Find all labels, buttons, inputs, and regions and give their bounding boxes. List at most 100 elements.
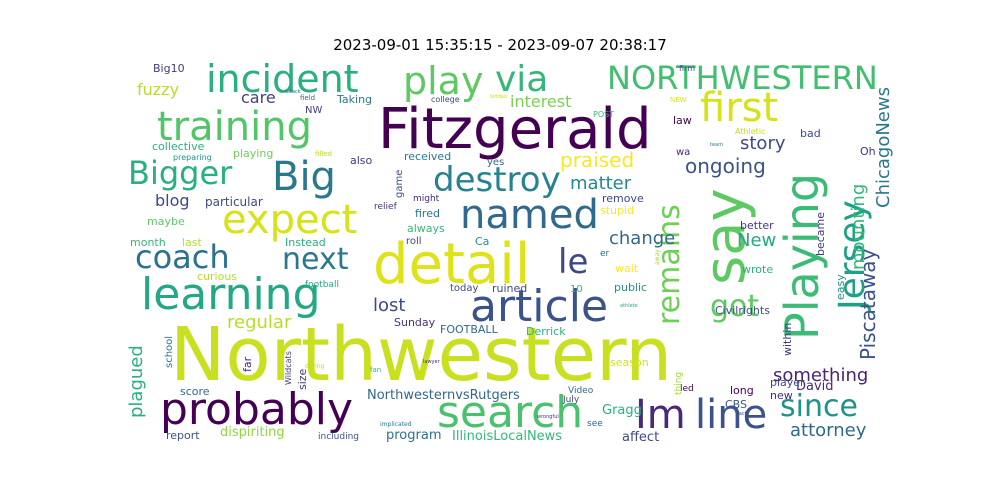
cloud-word: roll [406, 236, 422, 247]
cloud-word: NEW [670, 96, 687, 104]
cloud-word: score [180, 385, 210, 398]
cloud-word: change [609, 228, 676, 249]
cloud-word: led [680, 384, 694, 394]
cloud-word: ruined [492, 282, 528, 295]
cloud-word: interest [510, 92, 572, 111]
cloud-word: NW [305, 105, 323, 116]
cloud-word: new [770, 389, 793, 402]
cloud-word: team [710, 142, 723, 148]
cloud-word: wrote [742, 263, 774, 276]
cloud-word: lawyer [423, 359, 440, 365]
cloud-word: fact [737, 411, 747, 417]
cloud-word: play [403, 60, 484, 103]
cloud-word: month [130, 236, 166, 249]
cloud-word: wrongful [537, 414, 559, 420]
cloud-word: public [614, 281, 648, 294]
cloud-word: college [431, 95, 460, 104]
cloud-word: game [394, 169, 405, 198]
cloud-word: Playing [775, 172, 829, 340]
cloud-word: ChicagoNews [873, 87, 894, 208]
cloud-word: NORTHWESTERN [607, 60, 878, 97]
cloud-word: probably [160, 384, 354, 435]
cloud-word: today [450, 283, 479, 294]
cloud-word: away [654, 249, 661, 265]
cloud-word: collective [152, 140, 205, 153]
cloud-word: search [437, 387, 584, 438]
cloud-word: preparing [173, 153, 212, 162]
cloud-word: Bigger [128, 154, 233, 192]
cloud-word: Derrick [526, 325, 566, 338]
cloud-word: Big [272, 154, 336, 200]
cloud-word: Video [568, 386, 594, 396]
cloud-word: Wildcats [284, 351, 293, 385]
cloud-word: wait [615, 262, 639, 275]
cloud-word: fan [370, 366, 382, 374]
cloud-word: plagued [126, 345, 147, 418]
cloud-word: fuzzy [137, 80, 180, 99]
cloud-word: Northwestern [170, 312, 673, 398]
cloud-word: also [350, 154, 373, 167]
cloud-word: maybe [147, 215, 185, 228]
cloud-word: hidden [490, 94, 508, 100]
cloud-word: Fitzgerald [378, 97, 652, 162]
cloud-word: affect [622, 430, 660, 445]
cloud-word: Ca [475, 235, 490, 248]
cloud-word: playing [233, 147, 274, 160]
cloud-word: first [700, 85, 779, 131]
cloud-word: dispiriting [220, 425, 285, 440]
cloud-word: always [407, 222, 445, 235]
cloud-word: blog [155, 191, 190, 210]
cloud-word: care [241, 88, 276, 107]
cloud-word: law [673, 114, 692, 127]
cloud-word: story [740, 133, 786, 154]
cloud-word: mounting [848, 183, 869, 270]
cloud-word: during [305, 363, 325, 370]
cloud-word: last [182, 236, 202, 249]
cloud-word: thing [674, 371, 684, 395]
cloud-word: player [770, 376, 805, 389]
cloud-word: received [404, 150, 452, 163]
cloud-word: yes [487, 157, 505, 168]
cloud-word: expect [222, 197, 358, 243]
cloud-word: remove [602, 192, 644, 205]
cloud-word: program [386, 428, 442, 443]
cloud-word: New [737, 230, 777, 251]
cloud-word: since [780, 389, 858, 424]
cloud-word: article [470, 281, 609, 332]
cloud-word: incident [206, 60, 359, 101]
chart-title: 2023-09-01 15:35:15 - 2023-09-07 20:38:1… [333, 36, 667, 54]
cloud-word: firm [679, 64, 695, 73]
cloud-word: football [305, 280, 339, 290]
cloud-word: filled [315, 150, 333, 158]
cloud-word: David [796, 379, 834, 394]
cloud-word: see [587, 419, 603, 429]
cloud-word: training [157, 104, 312, 150]
cloud-word: Taking [337, 93, 373, 106]
cloud-word: implicated [380, 421, 412, 428]
cloud-word: le [558, 242, 589, 282]
cloud-word: far [241, 356, 254, 372]
cloud-word: easy [834, 274, 847, 300]
cloud-word: got [710, 289, 760, 324]
cloud-word: matter [570, 173, 632, 194]
cloud-word: long [730, 384, 754, 397]
cloud-word: line [695, 392, 768, 438]
cloud-word: Instead [285, 236, 326, 249]
cloud-word: coach [135, 238, 230, 276]
cloud-word: IllinoisLocalNews [452, 429, 563, 444]
cloud-word: regular [227, 312, 292, 333]
cloud-word: school [164, 335, 175, 368]
cloud-word: ongoing [685, 154, 766, 178]
cloud-word: CBS [725, 398, 748, 411]
cloud-word: particular [205, 195, 263, 209]
cloud-word: season [610, 356, 649, 369]
cloud-word: next [282, 242, 349, 277]
cloud-word: Gragg [602, 403, 642, 418]
cloud-word: POST [593, 110, 615, 119]
cloud-word: Oh [860, 145, 876, 158]
cloud-word: er [600, 249, 610, 259]
cloud-word: lost [373, 295, 406, 316]
cloud-word: bad [800, 127, 821, 140]
cloud-word: praised [560, 148, 635, 172]
cloud-word: within [781, 322, 794, 356]
